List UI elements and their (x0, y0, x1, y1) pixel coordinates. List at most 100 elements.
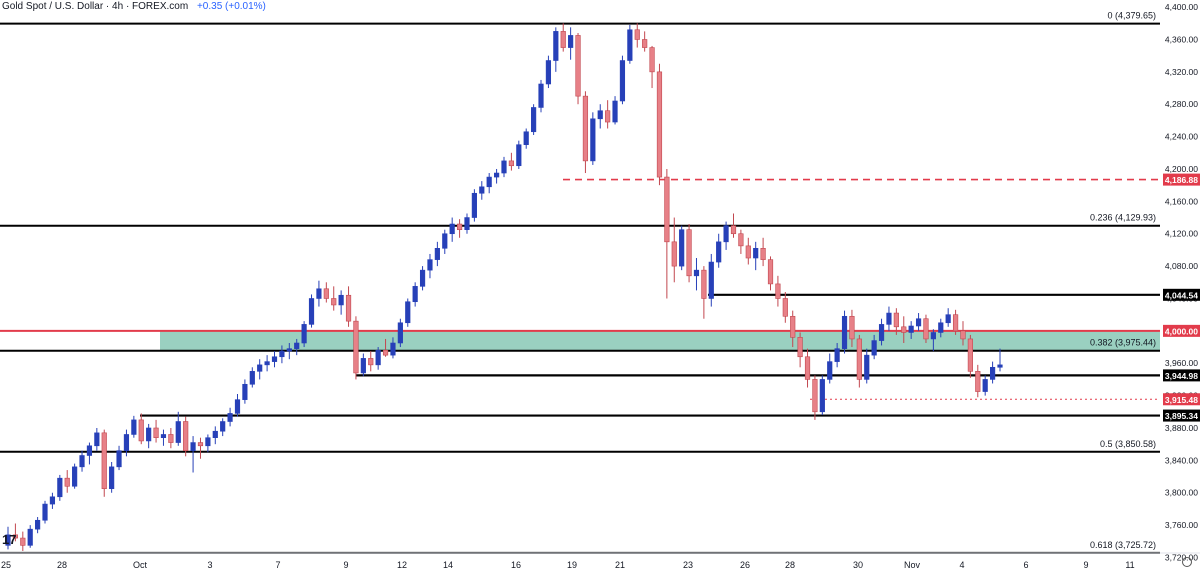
y-tick-label: 4,120.00 (1165, 229, 1198, 239)
candle (760, 237, 766, 267)
candle-body (138, 419, 144, 442)
time-axis[interactable]: 25 28 Oct 3 7 9 12 14 16 19 21 23 26 28 30 Nov 4 6 9 11 (0, 552, 1200, 570)
candle-body (797, 337, 803, 358)
candle (708, 253, 714, 307)
candle (64, 470, 70, 493)
candle-body (427, 259, 433, 271)
candle-body (849, 315, 855, 340)
candle (220, 418, 226, 437)
x-tick-label: 12 (397, 560, 407, 570)
candle (427, 253, 433, 279)
candle-body (664, 176, 670, 243)
y-tick-label: 3,880.00 (1165, 423, 1198, 433)
candle-body (146, 427, 152, 442)
candle (338, 290, 344, 315)
candle-body (212, 430, 218, 439)
candle (590, 112, 596, 165)
candle (79, 450, 85, 472)
settings-icon[interactable] (1182, 557, 1192, 567)
candle-body (456, 223, 463, 230)
candle (49, 492, 56, 509)
candle (871, 334, 877, 360)
candle-body (86, 445, 93, 456)
price-tag (1163, 409, 1200, 422)
candle-body (331, 298, 337, 306)
fib-level-label: 0 (4,379.65) (1107, 11, 1156, 21)
candle (767, 256, 774, 291)
candle-body (990, 366, 996, 380)
candle (508, 152, 514, 171)
candle-body (442, 233, 448, 249)
candle-body (716, 241, 722, 263)
candle (390, 337, 396, 359)
candle (531, 104, 537, 135)
candle (679, 225, 685, 271)
x-tick-label: 9 (343, 560, 348, 570)
fib-level-label: 0.382 (3,975.44) (1090, 338, 1156, 348)
candle-body (545, 60, 552, 85)
candle-body (101, 432, 107, 489)
candle (812, 375, 818, 420)
candle-body (819, 379, 825, 413)
candle-body (871, 340, 877, 356)
price-tag (1163, 393, 1200, 406)
candle (382, 338, 389, 357)
price-tag-label: 4,044.54 (1165, 290, 1198, 300)
candle-body (723, 225, 729, 243)
y-tick-label: 3,760.00 (1165, 520, 1198, 530)
candle (153, 419, 159, 443)
candle (109, 461, 115, 493)
candle-body (952, 314, 959, 332)
candle (967, 334, 973, 378)
candle (560, 23, 566, 52)
candle (952, 309, 959, 335)
y-tick-label: 4,080.00 (1165, 261, 1198, 271)
fib-level-label: 0.236 (4,129.93) (1090, 213, 1156, 223)
candle-body (590, 118, 596, 162)
candle (997, 348, 1003, 372)
x-tick-label: 11 (1125, 560, 1134, 570)
candle (464, 213, 470, 234)
candle-body (360, 358, 366, 374)
candle-body (782, 298, 788, 317)
candle-body (123, 434, 130, 451)
candle-body (634, 29, 640, 40)
candle (908, 321, 914, 339)
candle-body (94, 432, 100, 447)
candle (205, 434, 211, 453)
candle-body (20, 537, 26, 546)
candle (353, 316, 359, 380)
candle-body (183, 421, 189, 451)
candle (175, 411, 181, 446)
x-tick-label: 7 (275, 560, 280, 570)
candle-body (205, 437, 211, 447)
candle-body (479, 186, 485, 194)
candle (405, 298, 411, 327)
y-tick-label: 3,960.00 (1165, 358, 1198, 368)
price-tag (1163, 324, 1200, 337)
tradingview-logo: 17 (2, 532, 17, 547)
candle-body (908, 325, 914, 333)
candle (227, 407, 233, 427)
candle-body (116, 450, 122, 468)
candle-body (375, 349, 381, 366)
candle (242, 379, 248, 404)
candle-body (701, 269, 707, 299)
candle (745, 237, 751, 265)
candle (168, 427, 174, 449)
candle (990, 361, 996, 384)
y-tick-label: 4,160.00 (1165, 196, 1198, 206)
candle-body (57, 477, 63, 498)
price-axis[interactable]: 4,400.00 4,360.00 4,320.00 4,280.00 4,240.00… (1160, 0, 1200, 573)
chart-header: Gold Spot / U.S. Dollar · 4h · FOREX.com… (2, 1, 266, 12)
candle (419, 266, 426, 291)
candle (212, 426, 218, 445)
candle-body (656, 71, 663, 178)
candle (35, 517, 41, 534)
candle-body (323, 288, 329, 299)
candle (294, 338, 300, 356)
candle (360, 353, 366, 377)
candle (523, 128, 529, 149)
candle (701, 266, 707, 319)
